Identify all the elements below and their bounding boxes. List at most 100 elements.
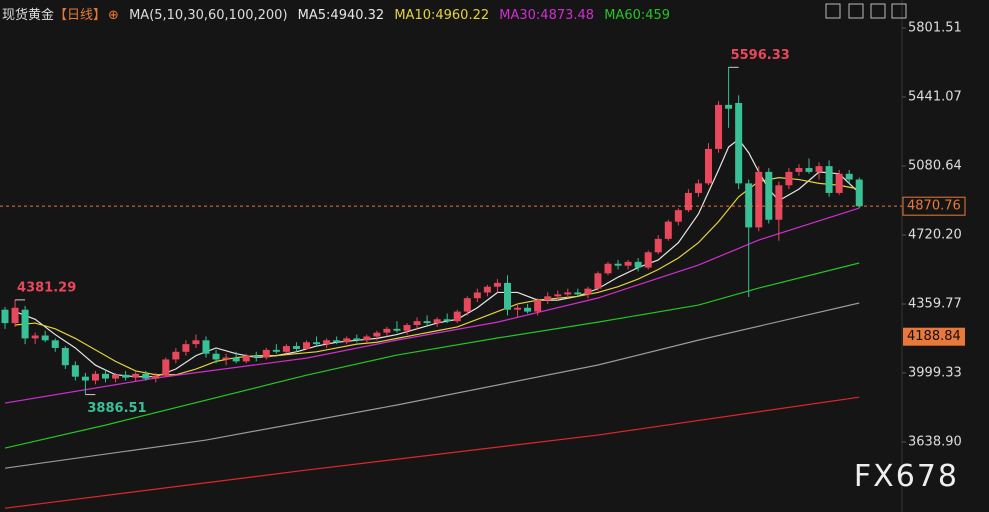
candle-body: [363, 336, 371, 341]
candle-body: [272, 349, 280, 352]
candle-body: [534, 300, 542, 312]
candle-body: [554, 294, 562, 297]
candle-body: [634, 261, 642, 268]
candle-body: [614, 263, 622, 266]
candle-body: [664, 221, 672, 239]
candle-body: [493, 282, 501, 287]
candle-body: [574, 292, 582, 295]
annotation: 4381.29: [17, 280, 76, 295]
candle-body: [544, 296, 552, 301]
candle-body: [524, 307, 532, 312]
candle-body: [292, 346, 300, 349]
candle-body: [845, 173, 853, 180]
ma-line: [4, 302, 860, 469]
candle-body: [805, 168, 813, 172]
ma-set: MA(5,10,30,60,100,200): [129, 8, 288, 23]
candle-body: [825, 166, 833, 193]
candle-body: [303, 342, 310, 349]
candle-body: [795, 168, 803, 172]
instrument: 现货黄金: [2, 8, 55, 23]
candle-body: [694, 183, 702, 193]
legend-entry: MA60:459: [604, 8, 671, 23]
y-tick-label: 3638.90: [908, 434, 962, 449]
y-tick-label: 5801.51: [908, 21, 962, 36]
candle-body: [112, 374, 120, 379]
candle-body: [353, 338, 361, 341]
candle-body: [403, 325, 411, 331]
candle-body: [142, 373, 150, 379]
candle-body: [102, 373, 109, 379]
toolbar-icons[interactable]: [825, 3, 907, 19]
period[interactable]: 【日线】: [54, 8, 107, 23]
marked-price-box: [903, 327, 965, 346]
candle-body: [815, 166, 823, 172]
candle-body: [514, 307, 522, 310]
candle-body: [785, 171, 793, 186]
candle-body: [413, 321, 421, 326]
candle-body: [152, 375, 160, 379]
candle-body: [684, 192, 692, 211]
candle-body: [373, 332, 381, 337]
settings-icon[interactable]: ⊕: [108, 8, 119, 23]
candle-body: [735, 102, 743, 184]
candle-body: [483, 286, 491, 293]
ma-line: [14, 138, 860, 378]
candle-body: [624, 261, 632, 266]
annotation: 5596.33: [731, 48, 790, 63]
candle-body: [222, 357, 230, 360]
candle-body: [41, 335, 49, 341]
candle-body: [71, 365, 79, 377]
candle-body: [584, 288, 592, 295]
candle-body: [192, 340, 200, 345]
candle-body: [51, 340, 59, 348]
candle-body: [61, 347, 69, 366]
legend-entry: MA10:4960.22: [394, 8, 490, 23]
candle-body: [81, 376, 89, 381]
ma-line: [4, 262, 860, 449]
candle-body: [715, 104, 723, 149]
candle-body: [604, 263, 612, 274]
candle-body: [443, 319, 451, 322]
candle-body: [745, 183, 753, 228]
header: 现货黄金【日线】 ⊕ MA(5,10,30,60,100,200) MA5:494…: [2, 4, 676, 23]
candle-body: [282, 346, 290, 352]
candle-body: [202, 340, 210, 354]
candle-body: [232, 357, 240, 362]
candle-body: [323, 340, 331, 345]
candle-body: [775, 185, 783, 220]
candle-body: [423, 321, 431, 324]
ma-line: [4, 396, 860, 509]
candle-body: [855, 179, 863, 207]
candle-body: [453, 311, 461, 322]
candle-body: [262, 349, 270, 358]
candle-body: [21, 309, 29, 339]
candle-body: [564, 292, 572, 295]
y-tick-label: 3999.33: [908, 365, 962, 380]
candle-body: [252, 355, 260, 358]
candle-body: [705, 148, 712, 184]
candle-body: [594, 273, 602, 289]
watermark: FX678: [853, 459, 959, 494]
candle-body: [654, 238, 662, 253]
candle-body: [393, 328, 401, 331]
annotation: 3886.51: [87, 401, 146, 416]
candle-body: [463, 298, 471, 312]
candle-body: [162, 359, 170, 376]
candle-body: [91, 373, 99, 381]
candle-body: [765, 171, 773, 220]
candle-body: [31, 335, 39, 339]
icon[interactable]: [825, 3, 841, 19]
icon[interactable]: [891, 3, 907, 19]
y-tick-label: 4720.20: [908, 228, 962, 243]
candle-body: [182, 344, 190, 352]
ma-lines: [4, 138, 860, 509]
icon[interactable]: [848, 3, 864, 19]
candle-body: [433, 319, 441, 324]
legend-entry: MA30:4873.48: [499, 8, 595, 23]
current-price-label: 4870.76: [907, 199, 961, 214]
icon[interactable]: [870, 3, 886, 19]
candle-body: [725, 104, 733, 109]
candle-body: [11, 307, 19, 324]
